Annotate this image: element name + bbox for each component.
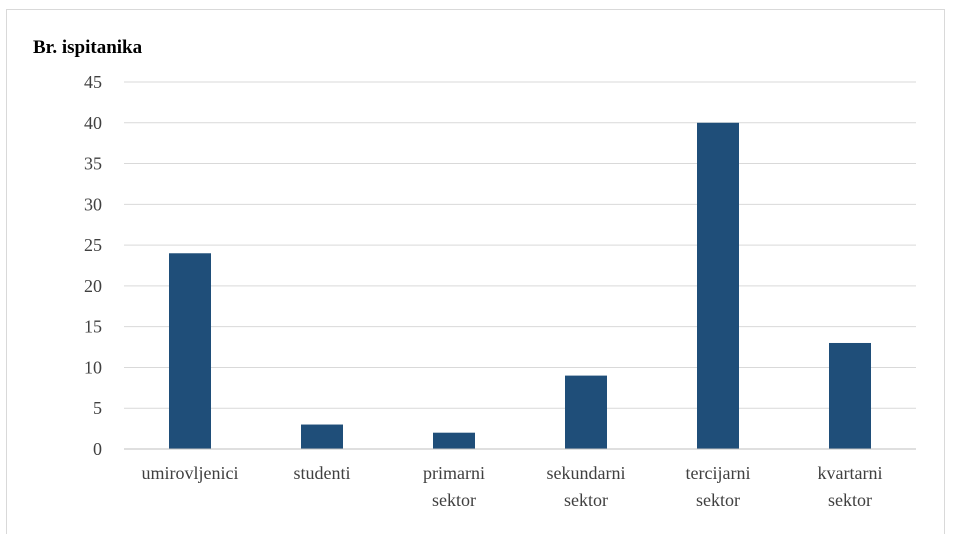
x-tick-label: studenti [294, 463, 351, 483]
y-tick-label: 25 [84, 235, 102, 255]
y-tick-label: 45 [84, 72, 102, 92]
y-tick-label: 35 [84, 154, 102, 174]
x-tick-label: tercijarni [686, 463, 751, 483]
x-tick-label: umirovljenici [142, 463, 239, 483]
x-tick-label: sektor [696, 490, 740, 510]
x-tick-label: sektor [828, 490, 872, 510]
y-tick-label: 40 [84, 113, 102, 133]
y-axis-title: Br. ispitanika [33, 37, 143, 58]
y-tick-label: 20 [84, 276, 102, 296]
bar [301, 424, 343, 449]
bar [829, 342, 871, 449]
bar [169, 253, 211, 449]
y-tick-label: 5 [93, 398, 102, 418]
bar [697, 122, 739, 450]
y-axis-ticks: 0 5 10 15 20 25 30 35 40 45 [84, 72, 102, 459]
chart-frame [6, 9, 945, 534]
x-tick-label: primarni [423, 463, 485, 483]
x-tick-label: kvartarni [818, 463, 883, 483]
x-tick-label: sektor [432, 490, 476, 510]
x-tick-label: sektor [564, 490, 608, 510]
y-tick-label: 30 [84, 194, 102, 214]
y-tick-label: 0 [93, 439, 102, 459]
gridlines [124, 81, 916, 409]
y-tick-label: 10 [84, 357, 102, 377]
bar [565, 375, 607, 449]
bars [169, 122, 871, 450]
x-axis-ticks: umirovljenici studenti primarni sektor sekun… [142, 463, 883, 510]
bar [433, 432, 475, 449]
x-tick-label: sekundarni [547, 463, 626, 483]
y-tick-label: 15 [84, 317, 102, 337]
